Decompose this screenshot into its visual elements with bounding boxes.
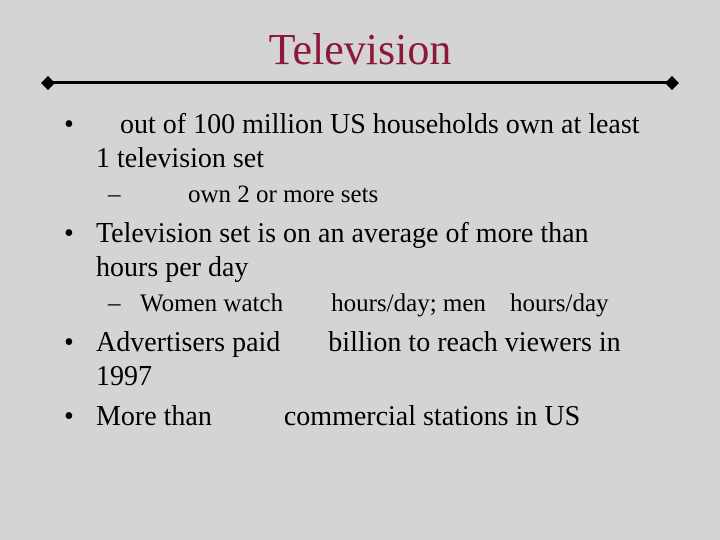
- sub-bullet-text: own 2 or more sets: [140, 181, 378, 208]
- slide-title: Television: [40, 24, 680, 75]
- sub-bullet-text: Women watchhours/day; menhours/day: [140, 290, 609, 317]
- bullet-text: Advertisers paidbillion to reach viewers…: [96, 327, 621, 392]
- sub-bullet-item: Women watchhours/day; menhours/day: [96, 289, 660, 320]
- bullet-item: out of 100 million US households own at …: [60, 108, 660, 211]
- bullet-text: More thancommercial stations in US: [96, 401, 580, 432]
- sub-bullet-list: Women watchhours/day; menhours/day: [96, 289, 660, 320]
- bullet-text: Television set is on an average of more …: [96, 218, 613, 283]
- bullet-text: out of 100 million US households own at …: [96, 109, 640, 174]
- sub-bullet-list: own 2 or more sets: [96, 180, 660, 211]
- title-divider: [48, 81, 672, 84]
- bullet-item: Advertisers paidbillion to reach viewers…: [60, 326, 660, 394]
- bullet-item: Television set is on an average of more …: [60, 217, 660, 320]
- slide-content: out of 100 million US households own at …: [40, 108, 680, 434]
- bullet-item: More thancommercial stations in US: [60, 400, 660, 434]
- sub-bullet-item: own 2 or more sets: [96, 180, 660, 211]
- slide: Television out of 100 million US househo…: [0, 0, 720, 540]
- bullet-list: out of 100 million US households own at …: [60, 108, 660, 434]
